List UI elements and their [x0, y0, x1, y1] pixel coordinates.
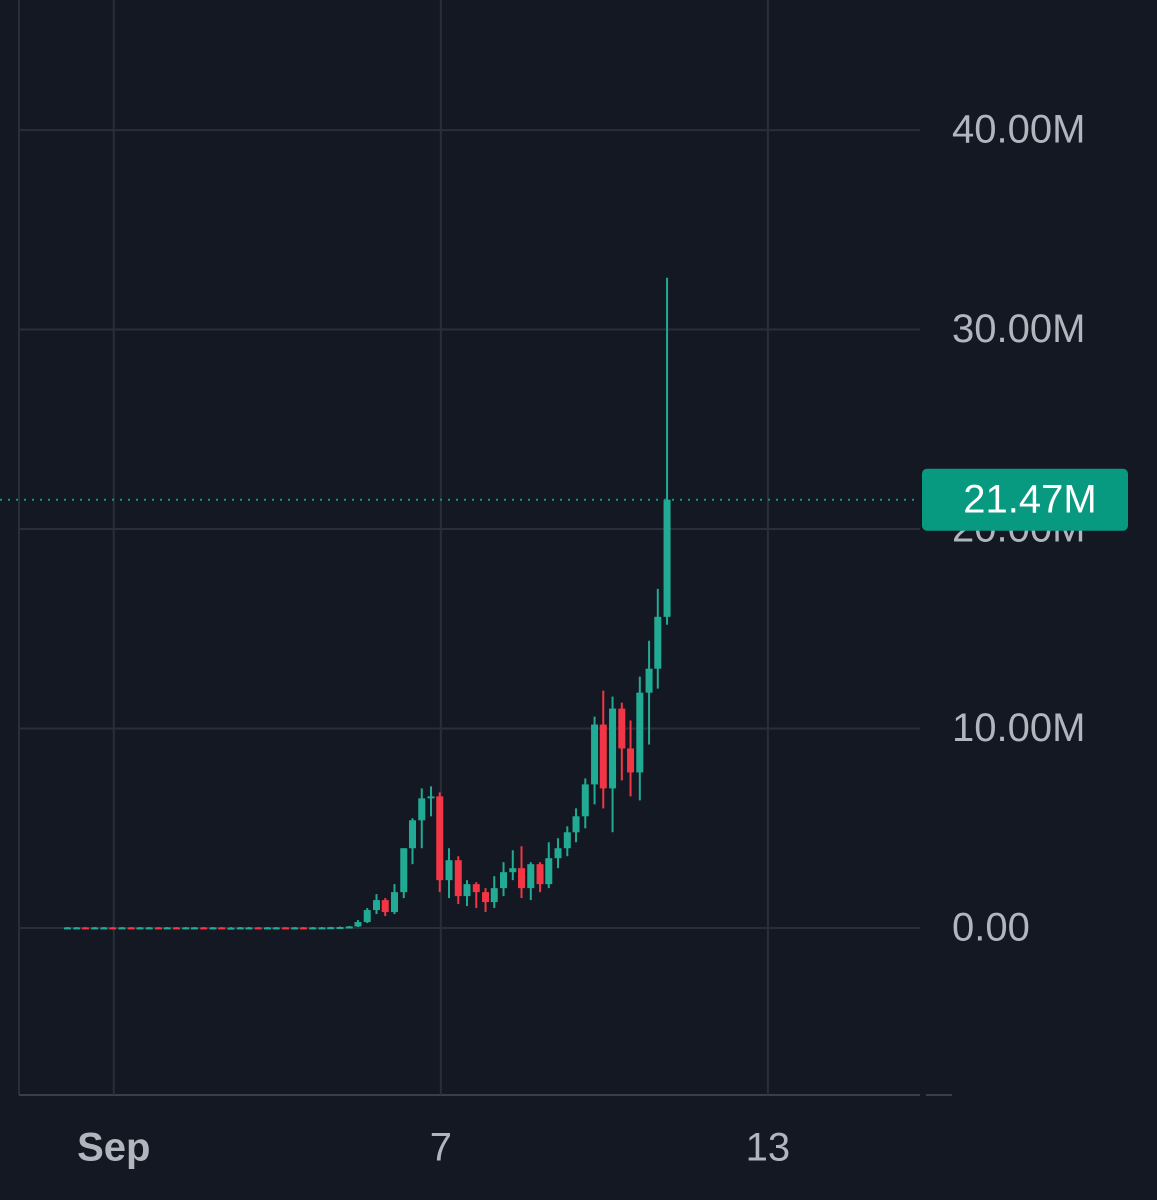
candle-body	[291, 927, 299, 930]
candle-body	[518, 868, 526, 889]
y-tick-label: 40.00M	[952, 108, 1085, 152]
candle-body	[645, 668, 653, 693]
last-price-label: 21.47M	[963, 477, 1096, 521]
candle-body	[327, 927, 335, 930]
candle-body	[136, 927, 144, 930]
candle-body	[490, 888, 498, 903]
candle-body	[445, 860, 453, 881]
candle-body	[636, 692, 644, 773]
candle-body	[509, 868, 517, 873]
candle-body	[318, 927, 326, 930]
candle-body	[272, 927, 280, 930]
y-tick-label: 30.00M	[952, 307, 1085, 351]
candle-body	[609, 708, 617, 789]
candle-body	[263, 927, 271, 930]
candle-body	[373, 900, 381, 911]
candle-body	[254, 927, 262, 930]
x-tick-label: 13	[746, 1126, 791, 1170]
candle-body	[81, 927, 89, 930]
candle-body	[91, 927, 99, 930]
candle-body	[145, 927, 153, 930]
candle-body	[336, 927, 344, 930]
x-tick-label: 7	[430, 1126, 452, 1170]
candle-body	[354, 922, 362, 927]
candle-body	[154, 927, 162, 930]
candle-body	[563, 832, 571, 849]
candle-body	[363, 910, 371, 923]
y-tick-label: 0.00	[952, 906, 1030, 950]
candle-body	[418, 798, 426, 821]
candle-body	[463, 884, 471, 897]
candle-body	[663, 499, 671, 617]
candle-body	[172, 927, 180, 930]
candle-body	[345, 926, 353, 929]
candle-body	[63, 927, 71, 930]
candle-body	[309, 927, 317, 930]
candle-body	[100, 927, 108, 930]
candle-body	[500, 872, 508, 889]
candle-body	[527, 864, 535, 889]
candle-body	[299, 927, 307, 930]
candle-body	[554, 848, 562, 859]
last-price-box	[922, 468, 1128, 531]
candle-body	[591, 724, 599, 785]
candle-body	[391, 892, 399, 913]
candle-body	[236, 927, 244, 930]
candle-body	[436, 796, 444, 881]
candle-body	[109, 927, 117, 930]
candle-body	[245, 927, 253, 930]
candle-body	[581, 784, 589, 817]
y-tick-label: 10.00M	[952, 706, 1085, 750]
candle-body	[200, 927, 208, 930]
candle-body	[618, 708, 626, 749]
candle-body	[472, 884, 480, 893]
candle-body	[599, 724, 607, 789]
candle-body	[627, 748, 635, 773]
candle-body	[127, 927, 135, 930]
candle-body	[654, 616, 662, 669]
candle-body	[482, 892, 490, 903]
candle-body	[281, 927, 289, 930]
candle-body	[227, 927, 235, 930]
x-tick-label: Sep	[77, 1126, 150, 1170]
candle-body	[381, 900, 389, 913]
candle-body	[209, 927, 217, 930]
candle-body	[536, 864, 544, 885]
candle-body	[182, 927, 190, 930]
candle-body	[572, 816, 580, 833]
candle-body	[400, 848, 408, 893]
candle-body	[427, 796, 435, 799]
candle-body	[454, 860, 462, 897]
candle-body	[118, 927, 126, 930]
candle-body	[545, 858, 553, 885]
candle-body	[408, 820, 416, 849]
candle-body	[190, 927, 198, 930]
candle-body	[163, 927, 171, 930]
candle-body	[218, 927, 226, 930]
candle-body	[73, 927, 81, 930]
